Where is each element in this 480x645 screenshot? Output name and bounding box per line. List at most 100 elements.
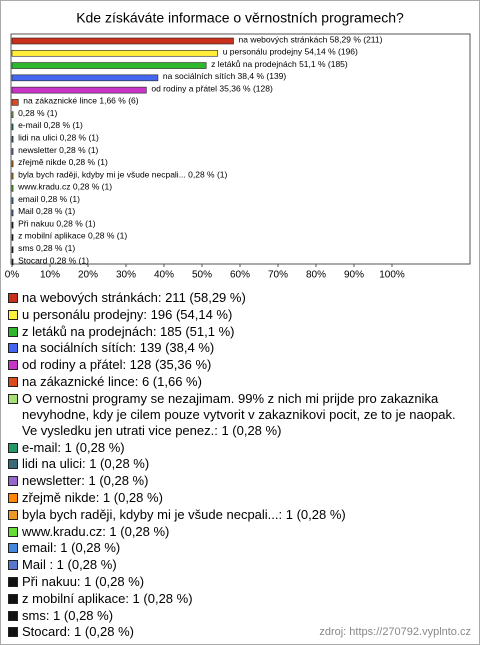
legend-label: u personálu prodejny: 196 (54,14 %) (22, 306, 233, 322)
legend-item: na webových stránkách: 211 (58,29 %) (8, 290, 470, 306)
legend-swatch (8, 326, 18, 337)
legend-swatch (8, 560, 18, 571)
bar-label: na sociálních sítích 38,4 % (139) (163, 71, 286, 81)
legend-label: na sociálních sítích: 139 (38,4 %) (22, 340, 215, 356)
bar (11, 148, 14, 155)
legend-item: lidi na ulici: 1 (0,28 %) (8, 456, 470, 472)
bar-label: z letáků na prodejnách 51,1 % (185) (211, 59, 348, 69)
bar (11, 49, 219, 57)
legend-item: od rodiny a přátel: 128 (35,36 %) (8, 357, 470, 373)
bar (11, 246, 14, 254)
x-tick-label: 20% (78, 270, 98, 281)
bar (11, 99, 19, 106)
legend-label: lidi na ulici: 1 (0,28 %) (22, 456, 150, 472)
bar (11, 111, 14, 118)
legend-label: z letáků na prodejnách: 185 (51,1 %) (22, 323, 235, 339)
legend-item: z letáků na prodejnách: 185 (51,1 %) (8, 324, 470, 340)
legend-item: na sociálních sítích: 139 (38,4 %) (8, 340, 470, 356)
bar (11, 258, 14, 266)
legend-label: na webových stránkách: 211 (58,29 %) (22, 290, 246, 305)
legend-swatch (8, 459, 18, 470)
x-tick-label: 80% (306, 270, 326, 281)
bar-label: newsletter 0,28 % (1) (18, 145, 98, 155)
bar (11, 74, 159, 82)
legend-label: newsletter: 1 (0,28 %) (22, 473, 149, 489)
legend-swatch (8, 593, 18, 604)
legend-item: u personálu prodejny: 196 (54,14 %) (8, 307, 470, 323)
bar-label: na zákaznické lince 1,66 % (6) (23, 96, 138, 106)
legend-label: Při nakuu: 1 (0,28 %) (22, 573, 145, 589)
legend-item: newsletter: 1 (0,28 %) (8, 473, 470, 489)
legend-label: email: 1 (0,28 %) (22, 540, 121, 556)
bar-label: zřejmě nikde 0,28 % (1) (18, 157, 108, 167)
bar (11, 123, 14, 131)
bar (11, 185, 14, 192)
bar-label: sms 0,28 % (1) (18, 243, 75, 253)
bar (11, 37, 234, 45)
legend-label: Mail : 1 (0,28 %) (22, 557, 117, 573)
x-tick-label: 50% (192, 270, 212, 281)
bar-label: Při nakuu 0,28 % (1) (18, 218, 96, 228)
x-tick-label: 100% (379, 270, 405, 281)
bar-label: byla bych raději, kdyby mi je všude necp… (18, 169, 227, 179)
legend-item: email: 1 (0,28 %) (8, 540, 470, 556)
legend-item: Mail : 1 (0,28 %) (8, 557, 470, 573)
legend-swatch (8, 376, 18, 387)
legend-label: e-mail: 1 (0,28 %) (22, 439, 125, 455)
legend-label: Stocard: 1 (0,28 %) (22, 624, 134, 640)
legend-label: www.kradu.cz: 1 (0,28 %) (22, 523, 170, 539)
bar (11, 172, 14, 180)
legend-swatch (8, 526, 18, 537)
legend-swatch (8, 343, 18, 354)
legend-item: O vernostni programy se nezajimam. 99% z… (8, 391, 470, 439)
bar-label: www.kradu.cz 0,28 % (1) (17, 182, 112, 192)
bar (11, 221, 14, 229)
x-tick-label: 60% (230, 270, 250, 281)
legend-swatch (8, 309, 18, 320)
bar-label: e-mail 0,28 % (1) (18, 120, 83, 130)
legend-swatch (8, 442, 18, 453)
legend-item: Při nakuu: 1 (0,28 %) (8, 574, 470, 590)
bar (11, 62, 207, 69)
legend-item: Stocard: 1 (0,28 %) (8, 624, 470, 640)
x-tick-label: 70% (268, 270, 288, 281)
source: zdroj: https://270792.vyplnto.cz (319, 626, 471, 638)
legend-swatch (8, 610, 18, 621)
legend-swatch (8, 360, 18, 371)
legend-swatch (8, 543, 18, 554)
legend-item: byla bych raději, kdyby mi je všude necp… (8, 507, 470, 523)
bar (11, 86, 147, 94)
x-tick-label: 10% (40, 270, 60, 281)
legend: na webových stránkách: 211 (58,29 %) u pe… (8, 290, 470, 641)
bar-label: lidi na ulici 0,28 % (1) (18, 132, 99, 142)
bar (11, 160, 14, 168)
bar-label: na webových stránkách 58,29 % (211) (239, 34, 383, 44)
legend-label: zřejmě nikde: 1 (0,28 %) (22, 489, 163, 505)
x-tick-label: 90% (344, 270, 364, 281)
x-tick-label: 40% (154, 270, 174, 281)
bar (11, 197, 14, 204)
bar (11, 234, 14, 241)
legend-label: od rodiny a přátel: 128 (35,36 %) (22, 357, 212, 373)
legend-swatch (8, 576, 18, 587)
legend-label: byla bych raději, kdyby mi je všude necp… (22, 506, 346, 522)
bar (11, 135, 14, 143)
legend-item: sms: 1 (0,28 %) (8, 608, 470, 624)
legend-swatch (8, 393, 18, 404)
legend-swatch (8, 476, 18, 487)
chart: Kde získáváte informace o věrnostních pr… (5, 10, 471, 281)
bar-label: od rodiny a přátel 35,36 % (128) (151, 83, 273, 93)
bar-label: Stocard 0,28 % (1) (18, 255, 89, 265)
legend-item: na zákaznické lince: 6 (1,66 %) (8, 374, 470, 390)
x-tick-label: 30% (116, 270, 136, 281)
legend-swatch (8, 627, 18, 638)
legend-label: O vernostni programy se nezajimam. 99% z… (22, 390, 456, 438)
legend-item: z mobilní aplikace: 1 (0,28 %) (8, 591, 470, 607)
bar-label: z mobilní aplikace 0,28 % (1) (18, 231, 127, 241)
legend-label: sms: 1 (0,28 %) (22, 607, 114, 623)
legend-swatch (8, 492, 18, 503)
bar-label: 0,28 % (1) (18, 108, 57, 118)
legend-swatch (8, 509, 18, 520)
chart-title: Kde získáváte informace o věrnostních pr… (76, 10, 404, 26)
legend-label: z mobilní aplikace: 1 (0,28 %) (22, 590, 193, 606)
